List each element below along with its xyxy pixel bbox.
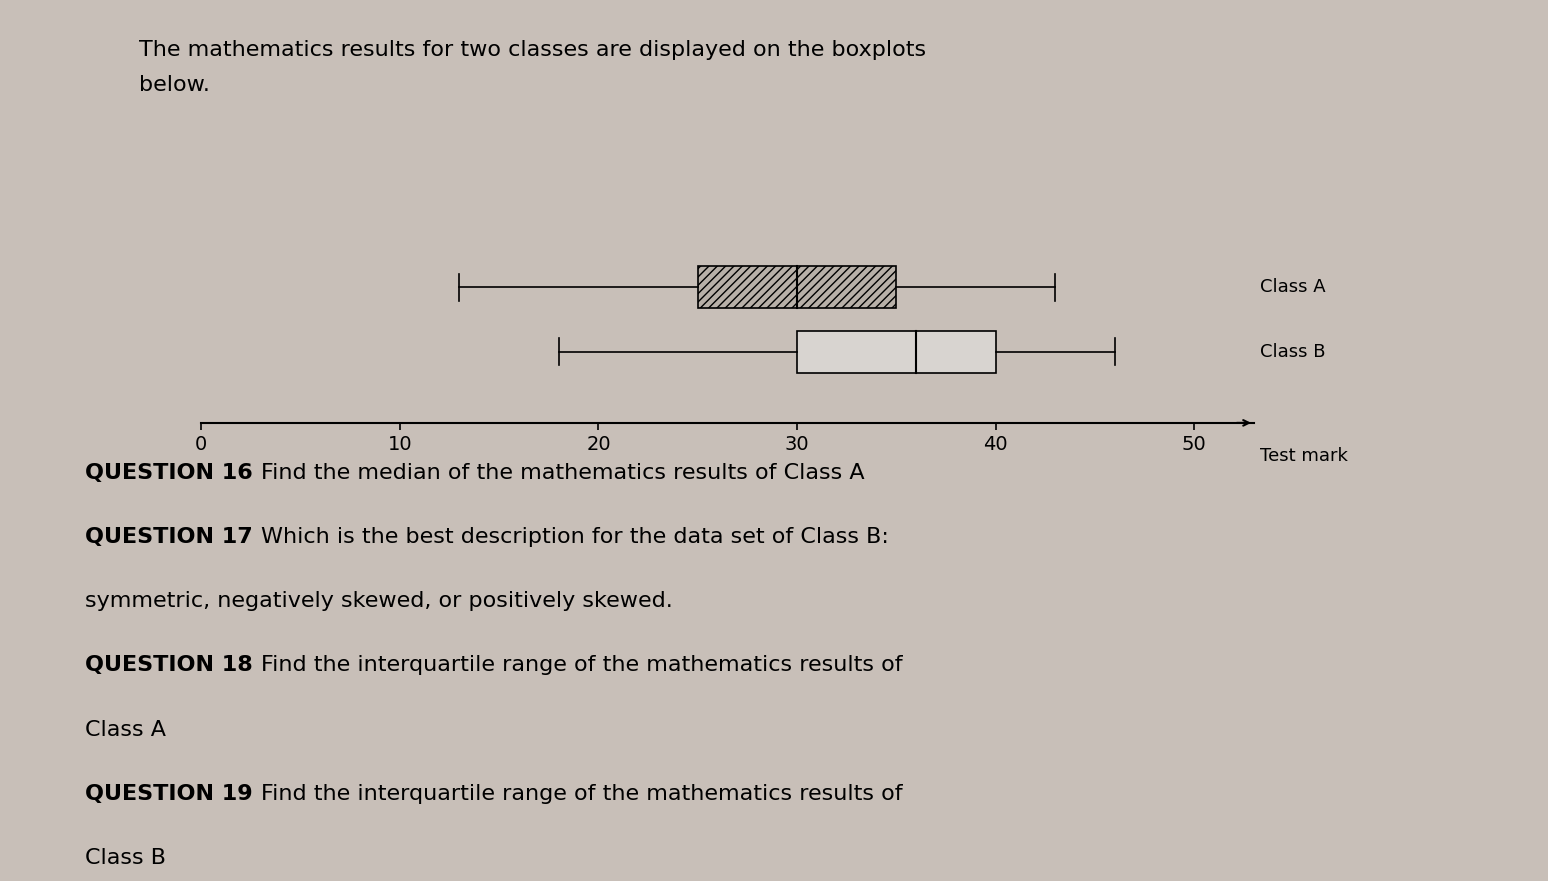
Text: QUESTION 17: QUESTION 17 bbox=[85, 527, 260, 547]
Text: Class B: Class B bbox=[1260, 343, 1325, 361]
Text: Find the interquartile range of the mathematics results of: Find the interquartile range of the math… bbox=[260, 655, 902, 676]
Text: QUESTION 19: QUESTION 19 bbox=[85, 784, 260, 804]
Text: Find the interquartile range of the mathematics results of: Find the interquartile range of the math… bbox=[260, 784, 902, 804]
Text: Find the median of the mathematics results of Class A: Find the median of the mathematics resul… bbox=[260, 463, 864, 483]
Text: QUESTION 18: QUESTION 18 bbox=[85, 655, 260, 676]
Text: Test mark: Test mark bbox=[1260, 448, 1348, 465]
Bar bbox=[698, 266, 896, 308]
Text: Class A: Class A bbox=[85, 720, 166, 740]
Text: Which is the best description for the data set of Class B:: Which is the best description for the da… bbox=[260, 527, 889, 547]
Text: The mathematics results for two classes are displayed on the boxplots: The mathematics results for two classes … bbox=[139, 40, 926, 60]
Text: symmetric, negatively skewed, or positively skewed.: symmetric, negatively skewed, or positiv… bbox=[85, 591, 673, 611]
Text: QUESTION 16: QUESTION 16 bbox=[85, 463, 260, 483]
Text: Class A: Class A bbox=[1260, 278, 1325, 296]
Bar bbox=[797, 331, 995, 373]
Text: below.: below. bbox=[139, 75, 211, 95]
Text: Class B: Class B bbox=[85, 848, 166, 869]
